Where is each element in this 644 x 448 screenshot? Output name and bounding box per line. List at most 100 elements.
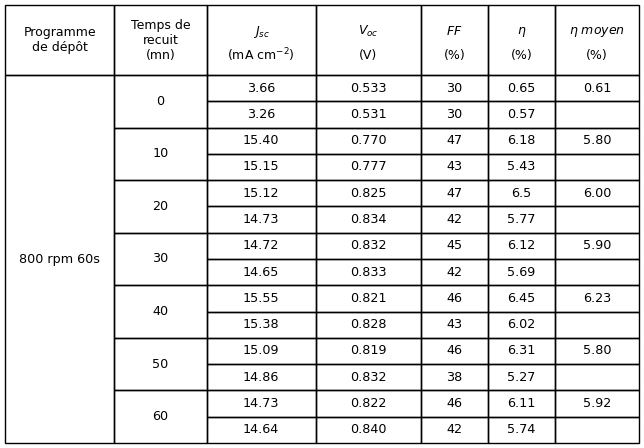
Text: 5.74: 5.74 bbox=[507, 423, 536, 436]
Text: 0.821: 0.821 bbox=[350, 292, 386, 305]
Bar bbox=[316, 390, 421, 417]
Text: 42: 42 bbox=[446, 266, 462, 279]
Bar bbox=[555, 75, 639, 101]
Bar bbox=[114, 128, 207, 180]
Text: 0.770: 0.770 bbox=[350, 134, 386, 147]
Bar bbox=[207, 417, 316, 443]
Text: 0.834: 0.834 bbox=[350, 213, 386, 226]
Text: 6.5: 6.5 bbox=[511, 187, 531, 200]
Bar bbox=[114, 180, 207, 233]
Bar bbox=[5, 75, 114, 443]
Text: 5.69: 5.69 bbox=[507, 266, 536, 279]
Text: 0.819: 0.819 bbox=[350, 345, 386, 358]
Bar bbox=[555, 101, 639, 128]
Bar bbox=[316, 101, 421, 128]
Bar bbox=[555, 259, 639, 285]
Text: 6.23: 6.23 bbox=[583, 292, 611, 305]
Bar bbox=[207, 101, 316, 128]
Bar bbox=[207, 154, 316, 180]
Text: 3.66: 3.66 bbox=[247, 82, 275, 95]
Bar bbox=[488, 311, 555, 338]
Bar bbox=[316, 233, 421, 259]
Bar bbox=[316, 75, 421, 101]
Text: $FF$: $FF$ bbox=[446, 25, 462, 38]
Bar bbox=[555, 338, 639, 364]
Text: 0.825: 0.825 bbox=[350, 187, 386, 200]
Bar bbox=[316, 5, 421, 75]
Bar bbox=[5, 5, 114, 75]
Text: 40: 40 bbox=[152, 305, 169, 318]
Text: 0.832: 0.832 bbox=[350, 239, 386, 252]
Bar bbox=[207, 75, 316, 101]
Text: 46: 46 bbox=[446, 397, 462, 410]
Text: 6.11: 6.11 bbox=[507, 397, 536, 410]
Text: 3.26: 3.26 bbox=[247, 108, 275, 121]
Text: 10: 10 bbox=[152, 147, 169, 160]
Bar bbox=[488, 233, 555, 259]
Text: Programme
de dépôt: Programme de dépôt bbox=[23, 26, 96, 54]
Text: $\eta$ moyen: $\eta$ moyen bbox=[569, 25, 625, 39]
Bar bbox=[555, 285, 639, 311]
Bar bbox=[316, 128, 421, 154]
Bar bbox=[207, 259, 316, 285]
Bar bbox=[488, 285, 555, 311]
Text: 0.57: 0.57 bbox=[507, 108, 536, 121]
Bar bbox=[421, 259, 488, 285]
Text: 15.40: 15.40 bbox=[243, 134, 279, 147]
Bar bbox=[207, 364, 316, 390]
Text: 5.80: 5.80 bbox=[583, 134, 611, 147]
Bar bbox=[207, 285, 316, 311]
Text: (V): (V) bbox=[359, 49, 377, 62]
Text: 6.00: 6.00 bbox=[583, 187, 611, 200]
Text: 5.43: 5.43 bbox=[507, 160, 536, 173]
Bar bbox=[488, 338, 555, 364]
Bar bbox=[421, 154, 488, 180]
Text: 5.92: 5.92 bbox=[583, 397, 611, 410]
Bar bbox=[488, 154, 555, 180]
Bar bbox=[316, 417, 421, 443]
Bar bbox=[488, 128, 555, 154]
Text: 45: 45 bbox=[446, 239, 462, 252]
Text: 14.73: 14.73 bbox=[243, 397, 279, 410]
Text: 46: 46 bbox=[446, 292, 462, 305]
Bar bbox=[488, 417, 555, 443]
Bar bbox=[555, 5, 639, 75]
Text: 15.38: 15.38 bbox=[243, 318, 279, 331]
Bar bbox=[555, 207, 639, 233]
Text: 0.65: 0.65 bbox=[507, 82, 536, 95]
Bar bbox=[421, 364, 488, 390]
Text: 6.12: 6.12 bbox=[507, 239, 536, 252]
Text: (%): (%) bbox=[511, 49, 533, 62]
Bar bbox=[316, 364, 421, 390]
Bar bbox=[421, 417, 488, 443]
Bar bbox=[488, 101, 555, 128]
Bar bbox=[207, 207, 316, 233]
Bar bbox=[555, 390, 639, 417]
Text: 47: 47 bbox=[446, 187, 462, 200]
Text: 47: 47 bbox=[446, 134, 462, 147]
Bar bbox=[114, 233, 207, 285]
Text: 5.90: 5.90 bbox=[583, 239, 611, 252]
Text: 43: 43 bbox=[446, 160, 462, 173]
Text: 14.65: 14.65 bbox=[243, 266, 279, 279]
Bar bbox=[114, 75, 207, 128]
Bar bbox=[421, 207, 488, 233]
Bar bbox=[421, 75, 488, 101]
Bar bbox=[114, 285, 207, 338]
Bar bbox=[421, 338, 488, 364]
Text: 0.777: 0.777 bbox=[350, 160, 386, 173]
Text: 14.73: 14.73 bbox=[243, 213, 279, 226]
Bar bbox=[421, 390, 488, 417]
Bar bbox=[316, 180, 421, 207]
Text: 6.45: 6.45 bbox=[507, 292, 536, 305]
Bar bbox=[207, 128, 316, 154]
Text: 43: 43 bbox=[446, 318, 462, 331]
Text: 0.832: 0.832 bbox=[350, 371, 386, 384]
Bar bbox=[555, 128, 639, 154]
Bar bbox=[488, 390, 555, 417]
Bar bbox=[207, 311, 316, 338]
Bar bbox=[555, 154, 639, 180]
Text: 0.822: 0.822 bbox=[350, 397, 386, 410]
Text: 46: 46 bbox=[446, 345, 462, 358]
Text: 0.840: 0.840 bbox=[350, 423, 386, 436]
